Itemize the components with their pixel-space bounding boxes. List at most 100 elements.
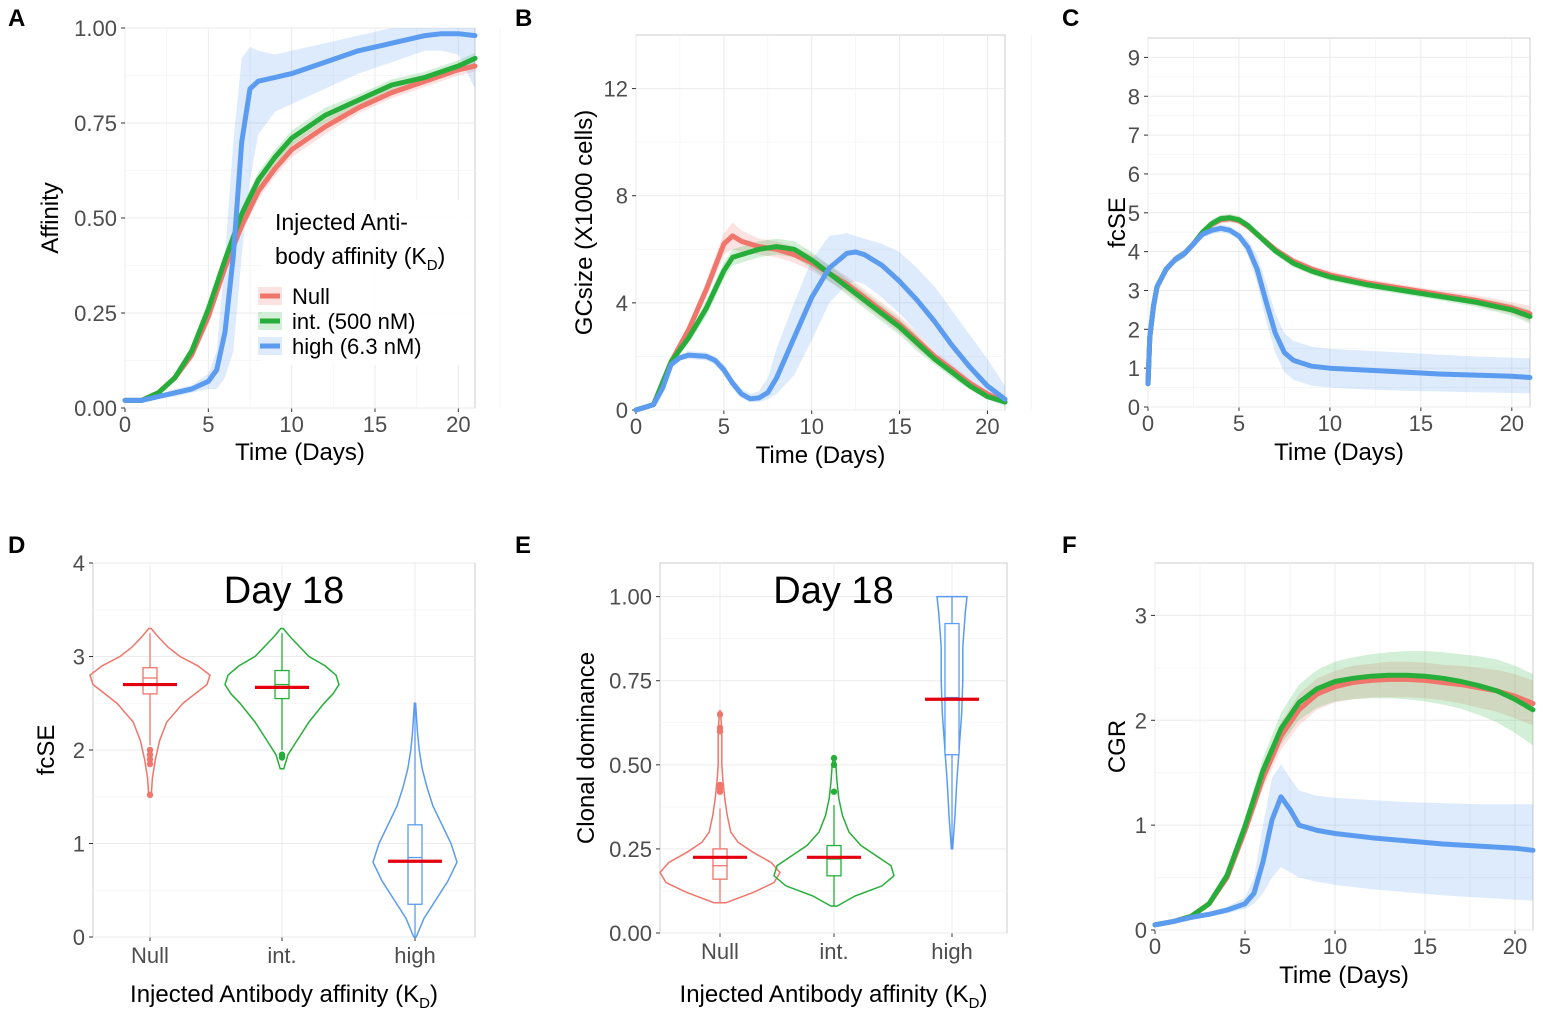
y-tick-label: 0 bbox=[1128, 395, 1140, 420]
x-axis-title-D: Injected Antibody affinity (KD) bbox=[130, 981, 438, 1012]
outlier-point-Null bbox=[716, 781, 724, 789]
x-tick-label: 5 bbox=[1239, 934, 1251, 959]
ribbon-Null-B bbox=[636, 222, 1005, 410]
outlier-point-Null bbox=[716, 711, 724, 718]
y-tick-label: 4 bbox=[1128, 240, 1140, 265]
outlier-point-Null bbox=[716, 724, 724, 732]
x-tick-label: 0 bbox=[119, 412, 131, 437]
y-axis-title-C: fcSE bbox=[1104, 197, 1131, 248]
x-tick-label: 5 bbox=[1233, 411, 1245, 436]
x-tick-label: 15 bbox=[887, 414, 911, 439]
series-line-int-F bbox=[1152, 672, 1536, 928]
outlier-point-Null bbox=[146, 760, 154, 768]
ribbon-int-B bbox=[636, 238, 1005, 410]
ribbon-high-B bbox=[636, 233, 1005, 410]
y-tick-label: 1.00 bbox=[609, 585, 652, 610]
y-tick-label: 8 bbox=[1128, 84, 1140, 109]
legend-title: Injected Anti- bbox=[275, 209, 408, 235]
y-tick-label: 1 bbox=[1128, 356, 1140, 381]
panel-label-B: B bbox=[515, 5, 532, 32]
y-tick-label: 3 bbox=[73, 645, 85, 670]
y-tick-label: 12 bbox=[604, 77, 628, 102]
x-tick-label: 10 bbox=[1318, 411, 1342, 436]
x-tick-label: high bbox=[931, 939, 973, 964]
y-tick-label: 6 bbox=[1128, 162, 1140, 187]
x-tick-label: 15 bbox=[1413, 934, 1437, 959]
y-tick-label: 2 bbox=[1135, 708, 1147, 733]
y-tick-label: 0.25 bbox=[609, 837, 652, 862]
x-axis-title-text: Injected Antibody affinity (K bbox=[130, 981, 419, 1008]
panel-title-D: Day 18 bbox=[224, 570, 344, 612]
violin-Null-E bbox=[659, 710, 781, 904]
series-line-high-F bbox=[1152, 794, 1536, 928]
series-line-high-C bbox=[1145, 225, 1533, 387]
outlier-point-Null bbox=[146, 756, 154, 763]
y-tick-label: 2 bbox=[1128, 317, 1140, 342]
panel-F: 0 5 10 15 20 Time (Days) 0 1 2 3 CGR F bbox=[1062, 532, 1536, 989]
box-high-D bbox=[407, 824, 423, 905]
box-high-E bbox=[944, 622, 960, 756]
x-tick-label: 10 bbox=[279, 412, 303, 437]
x-axis-title-suffix: ) bbox=[979, 981, 987, 1008]
x-tick-label: 0 bbox=[1149, 934, 1161, 959]
panel-label-D: D bbox=[8, 532, 25, 559]
y-tick-label: 1 bbox=[73, 832, 85, 857]
outlier-point-Null bbox=[146, 746, 154, 754]
x-tick-label: 15 bbox=[363, 412, 387, 437]
series-line-high-A bbox=[122, 31, 478, 403]
x-axis-title-C: Time (Days) bbox=[1274, 439, 1404, 466]
ribbon-high-F bbox=[1155, 764, 1533, 925]
x-tick-label: 20 bbox=[1503, 934, 1527, 959]
y-axis-title-D: fcSE bbox=[33, 725, 60, 776]
x-tick-label: 10 bbox=[799, 414, 823, 439]
y-tick-label: 1 bbox=[1135, 813, 1147, 838]
x-tick-label: high bbox=[394, 943, 436, 968]
y-tick-label: 0.00 bbox=[74, 396, 117, 421]
x-tick-label: int. bbox=[267, 943, 296, 968]
x-tick-label: 5 bbox=[202, 412, 214, 437]
panel-D: Null int. high 0 1 2 3 4 fcSE Day 18 Injected Anti… bbox=[8, 532, 476, 1012]
series-line-high-B bbox=[633, 249, 1008, 413]
outlier-point-int bbox=[830, 754, 838, 762]
y-tick-label: 0.00 bbox=[609, 921, 652, 946]
x-tick-label: 10 bbox=[1323, 934, 1347, 959]
x-tick-label: Null bbox=[131, 943, 169, 968]
legend-title-text: body affinity (K bbox=[275, 243, 427, 269]
legend-item-high: high (6.3 nM) bbox=[292, 334, 422, 359]
y-tick-label: 0.50 bbox=[74, 206, 117, 231]
y-tick-label: 0 bbox=[1135, 918, 1147, 943]
legend: Injected Anti-body affinity (KD) Nullint.… bbox=[258, 200, 474, 365]
y-tick-label: 3 bbox=[1128, 278, 1140, 303]
series-line-int-B bbox=[633, 244, 1008, 413]
outlier-point-int bbox=[830, 788, 838, 795]
legend-background bbox=[262, 200, 474, 365]
x-axis-title-E: Injected Antibody affinity (KD) bbox=[680, 981, 988, 1012]
y-tick-label: 4 bbox=[616, 291, 628, 316]
box-Null-E bbox=[712, 848, 728, 880]
x-tick-label: 20 bbox=[1500, 411, 1524, 436]
y-tick-label: 5 bbox=[1128, 201, 1140, 226]
outlier-point-Null bbox=[146, 791, 154, 799]
y-tick-label: 3 bbox=[1135, 603, 1147, 628]
outlier-point-Null bbox=[146, 751, 154, 758]
legend-item-int: int. (500 nM) bbox=[292, 309, 416, 334]
x-tick-label: int. bbox=[819, 939, 848, 964]
y-tick-label: 1.00 bbox=[74, 16, 117, 41]
y-axis-title-A: Affinity bbox=[37, 182, 64, 254]
panel-label-F: F bbox=[1062, 532, 1077, 559]
y-tick-label: 4 bbox=[73, 551, 85, 576]
y-tick-label: 9 bbox=[1128, 45, 1140, 70]
x-tick-label: 15 bbox=[1409, 411, 1433, 436]
violin-high-D bbox=[372, 702, 458, 938]
y-tick-label: 7 bbox=[1128, 123, 1140, 148]
y-tick-label: 0.75 bbox=[74, 111, 117, 136]
ribbon-int-F bbox=[1155, 651, 1533, 925]
panel-E: Null int. high 0.00 0.25 0.50 0.75 1.00 Clonal d… bbox=[515, 532, 1008, 1012]
y-tick-label: 0 bbox=[73, 925, 85, 950]
y-tick-label: 0.25 bbox=[74, 301, 117, 326]
x-tick-label: Null bbox=[701, 939, 739, 964]
x-axis-title-subscript: D bbox=[419, 995, 430, 1012]
box-int-E bbox=[826, 844, 842, 877]
